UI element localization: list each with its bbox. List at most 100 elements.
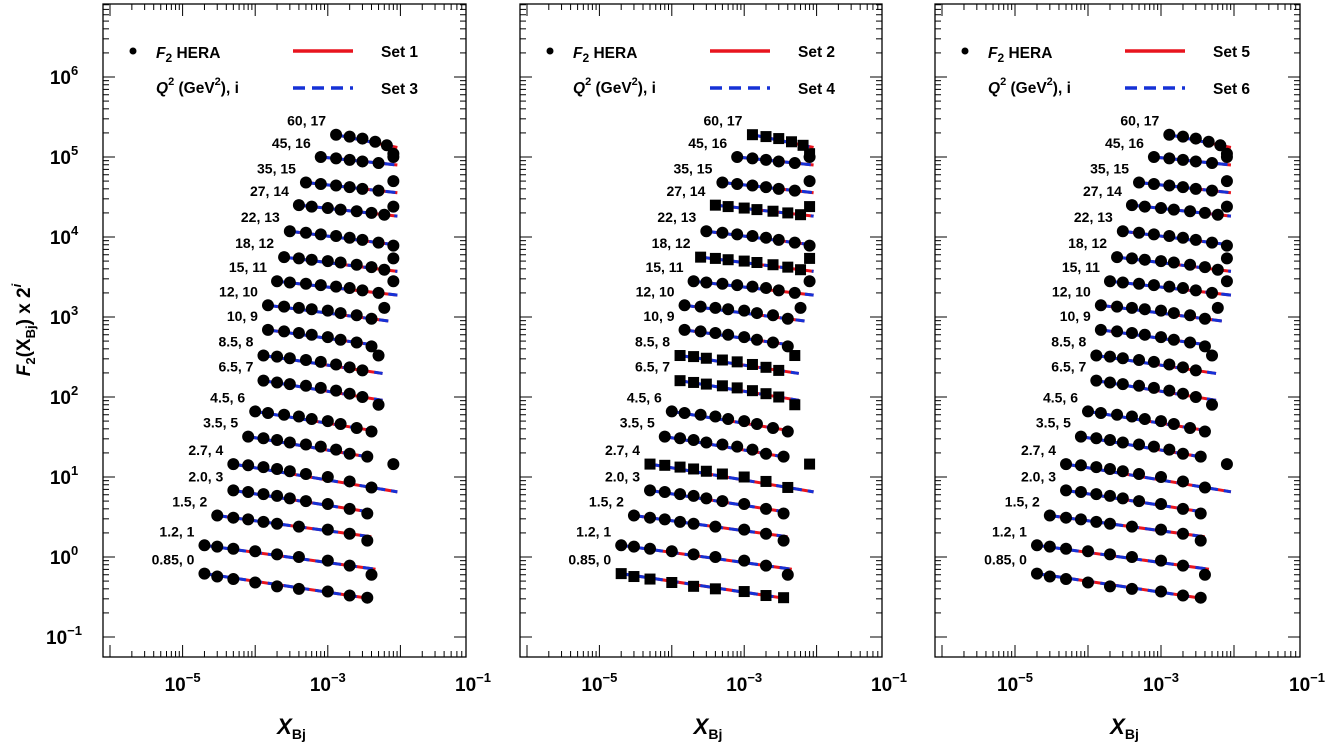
data-point: [773, 391, 785, 403]
data-point: [321, 415, 334, 428]
data-point: [1176, 181, 1189, 194]
data-point: [794, 301, 807, 314]
data-point: [1184, 421, 1197, 434]
data-point: [227, 542, 240, 555]
data-point: [738, 523, 751, 536]
legend-dashed-label: Set 6: [1213, 81, 1250, 98]
data-point: [738, 554, 751, 567]
data-point: [372, 286, 385, 299]
data-point: [330, 280, 343, 293]
data-point: [1176, 361, 1189, 374]
series-3: 2.0, 3: [188, 468, 374, 520]
data-point: [767, 205, 779, 217]
series-9: 10, 9: [227, 308, 378, 353]
data-point: [731, 177, 744, 190]
data-point: [716, 277, 729, 290]
y-tick-label: 102: [50, 383, 78, 409]
data-point: [1030, 539, 1043, 552]
data-point: [387, 175, 400, 188]
data-point: [722, 303, 735, 316]
data-point: [1176, 527, 1189, 540]
data-point: [782, 207, 794, 219]
data-point: [299, 226, 312, 239]
data-point: [781, 568, 794, 581]
series-6: 4.5, 6: [627, 389, 794, 438]
data-point: [227, 484, 240, 497]
data-point: [1147, 228, 1160, 241]
data-point: [709, 199, 721, 211]
data-point: [688, 580, 700, 592]
data-point: [731, 279, 744, 292]
y-axis-label: F2(XBj) x 2i: [9, 283, 38, 376]
data-point: [772, 233, 785, 246]
data-point: [781, 340, 794, 353]
y-tick-label: 101: [50, 463, 78, 489]
data-point: [644, 511, 657, 524]
x-tick-label: 10−5: [581, 670, 617, 696]
series-label: 4.5, 6: [1043, 389, 1078, 405]
series-label: 0.85, 0: [568, 552, 611, 568]
series-8: 8.5, 8: [1051, 334, 1219, 377]
data-point: [378, 208, 391, 221]
fit-line-dashed: [620, 572, 788, 601]
series-label: 15, 11: [229, 259, 267, 275]
plot-frame: [934, 3, 1301, 658]
data-point: [1133, 176, 1146, 189]
legend-dashed-label: Set 4: [798, 81, 835, 98]
data-point: [781, 425, 794, 438]
series-label: 2.7, 4: [1021, 442, 1056, 458]
data-point: [709, 410, 722, 423]
data-point: [709, 551, 722, 563]
data-point: [350, 309, 363, 322]
data-point: [1206, 236, 1219, 249]
series-label: 45, 16: [688, 135, 727, 151]
data-point: [1189, 233, 1202, 246]
data-point: [334, 203, 347, 216]
data-point: [716, 176, 729, 189]
series-label: 8.5, 8: [218, 334, 253, 350]
data-point: [365, 312, 378, 325]
data-point: [644, 542, 657, 555]
data-point: [365, 340, 378, 353]
data-point: [361, 591, 374, 604]
data-point: [1074, 430, 1087, 443]
data-point: [1167, 256, 1180, 269]
data-point: [1074, 513, 1087, 526]
data-point: [731, 356, 743, 368]
data-point: [369, 135, 382, 148]
data-point: [1125, 520, 1138, 533]
data-point: [314, 381, 327, 394]
data-point: [1206, 184, 1219, 197]
data-point: [1176, 231, 1189, 244]
data-point: [1090, 432, 1103, 445]
data-point: [1133, 277, 1146, 290]
series-label: 3.5, 5: [203, 415, 238, 431]
data-point: [257, 515, 270, 528]
data-point: [227, 573, 240, 586]
series-9: 10, 9: [1060, 308, 1211, 353]
data-point: [716, 438, 729, 451]
data-point: [1198, 206, 1211, 219]
data-point: [1103, 489, 1116, 502]
data-point: [299, 277, 312, 290]
fit-line-dashed: [233, 462, 398, 494]
data-point: [387, 239, 400, 252]
data-point: [1125, 410, 1138, 423]
data-point: [1189, 391, 1202, 403]
data-point: [1155, 471, 1167, 483]
data-point: [644, 484, 657, 497]
data-point: [788, 286, 801, 299]
data-point: [292, 252, 305, 265]
data-point: [361, 450, 374, 463]
data-point: [1198, 481, 1211, 494]
series-label: 12, 10: [636, 283, 675, 299]
data-point: [1103, 462, 1116, 475]
series-label: 22, 13: [657, 209, 696, 225]
data-point: [746, 129, 758, 141]
data-point: [334, 417, 347, 430]
series-label: 8.5, 8: [635, 334, 670, 350]
x-tick-label: 10−5: [997, 670, 1033, 696]
data-point: [1163, 358, 1176, 371]
data-point: [1125, 327, 1138, 340]
data-point: [1220, 275, 1233, 288]
